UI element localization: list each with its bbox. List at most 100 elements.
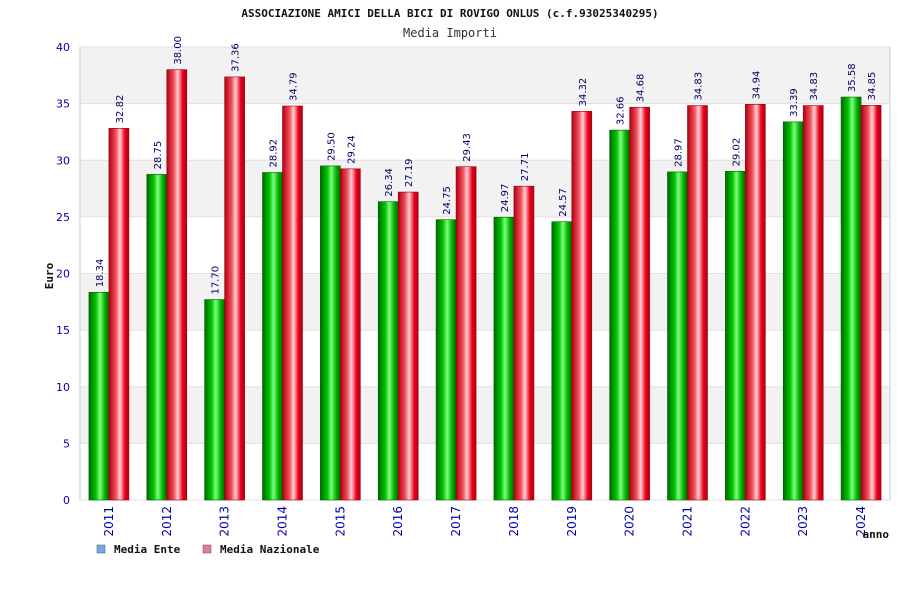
bar-media-ente-2014	[262, 172, 283, 501]
x-tick-label: 2018	[507, 506, 521, 537]
y-tick-label: 25	[56, 211, 70, 224]
bar-media-ente-2016	[377, 201, 399, 501]
data-label: 27.71	[520, 153, 531, 182]
bar-media-nazionale-2022	[745, 104, 766, 501]
data-label: 24.97	[500, 184, 511, 213]
plot-band	[80, 443, 890, 500]
y-tick-label: 10	[56, 381, 70, 394]
bar-media-nazionale-2016	[397, 191, 419, 501]
chart-subtitle: Media Importi	[403, 26, 497, 40]
y-tick-label: 20	[56, 268, 70, 281]
bar-media-ente-2022	[725, 171, 746, 501]
bar-media-ente-2023	[782, 121, 804, 501]
data-label: 24.57	[558, 188, 569, 217]
bar-media-ente-2021	[667, 171, 688, 501]
plot-band	[80, 47, 890, 104]
x-tick-label: 2014	[276, 506, 290, 537]
data-label: 28.75	[153, 141, 164, 170]
data-label: 17.70	[211, 266, 222, 295]
data-label: 32.82	[115, 95, 126, 124]
x-tick-label: 2022	[738, 506, 752, 537]
y-tick-label: 40	[56, 41, 70, 54]
data-label: 29.02	[731, 138, 742, 167]
bar-media-nazionale-2013	[224, 76, 245, 501]
plot-band	[80, 160, 890, 217]
plot-band	[80, 330, 890, 387]
x-axis-label: anno	[863, 528, 890, 541]
bar-media-ente-2024	[840, 96, 862, 501]
bar-media-ente-2020	[609, 129, 630, 501]
x-tick-label: 2011	[102, 506, 116, 537]
legend-label: Media Ente	[114, 543, 181, 556]
data-labels: 18.34 32.82 28.75 38.00 17.70 37.36 28.92 34.79…	[95, 36, 878, 295]
bar-media-ente-2012	[146, 174, 168, 501]
legend-label: Media Nazionale	[220, 543, 320, 556]
bars	[88, 69, 882, 501]
data-label: 38.00	[173, 36, 184, 65]
y-axis-label: Euro	[43, 262, 56, 289]
legend: Media Ente Media Nazionale	[96, 543, 320, 556]
plot-band	[80, 216, 890, 274]
y-tick-label: 15	[56, 324, 70, 337]
data-label: 32.66	[616, 96, 627, 125]
data-label: 34.94	[751, 71, 762, 100]
data-label: 34.83	[694, 72, 705, 101]
x-tick-label: 2019	[565, 506, 579, 537]
data-label: 35.58	[847, 63, 858, 92]
bar-media-nazionale-2012	[166, 69, 188, 501]
bar-media-ente-2018	[493, 216, 515, 501]
y-tick-label: 5	[63, 437, 70, 450]
y-tick-label: 30	[56, 154, 70, 167]
y-tick-label: 35	[56, 98, 70, 111]
x-tick-label: 2015	[333, 506, 347, 537]
bar-media-nazionale-2019	[571, 111, 593, 501]
plot-band	[80, 103, 890, 161]
data-label: 34.79	[289, 72, 300, 101]
bar-media-nazionale-2020	[629, 106, 650, 501]
x-tick-label: 2012	[160, 506, 174, 537]
data-label: 27.19	[404, 158, 415, 187]
bar-media-nazionale-2015	[340, 168, 361, 501]
y-tick-label: 0	[63, 494, 70, 507]
plot-band	[80, 273, 890, 331]
data-label: 34.68	[636, 74, 647, 103]
data-label: 29.43	[462, 133, 473, 162]
x-tick-label: 2017	[449, 506, 463, 537]
x-tick-label: 2016	[391, 506, 405, 537]
x-tick-label: 2023	[796, 506, 810, 537]
data-label: 33.39	[789, 88, 800, 117]
data-label: 37.36	[231, 43, 242, 72]
data-label: 28.97	[674, 138, 685, 167]
data-label: 34.83	[809, 72, 820, 101]
bar-media-nazionale-2018	[513, 185, 535, 501]
bar-media-nazionale-2023	[802, 105, 824, 501]
x-tick-label: 2020	[623, 506, 637, 537]
x-axis: 2011 2012 2013 2014 2015 2016 2017 2018 2019 2020…	[102, 506, 868, 537]
data-label: 29.50	[326, 132, 337, 161]
bar-media-ente-2015	[320, 165, 341, 501]
data-label: 24.75	[442, 186, 453, 215]
x-tick-label: 2024	[854, 506, 868, 537]
bar-media-nazionale-2011	[108, 128, 130, 501]
legend-swatch	[96, 544, 106, 554]
data-label: 29.24	[346, 135, 357, 164]
bar-media-nazionale-2017	[455, 166, 477, 501]
bar-media-nazionale-2024	[860, 105, 882, 501]
bar-media-ente-2011	[88, 291, 110, 501]
data-label: 18.34	[95, 259, 106, 288]
bar-media-ente-2017	[435, 219, 457, 501]
legend-swatch	[202, 544, 212, 554]
data-label: 28.92	[269, 139, 280, 168]
bar-media-ente-2013	[204, 299, 225, 501]
x-tick-label: 2013	[218, 506, 232, 537]
bar-media-nazionale-2021	[687, 105, 708, 501]
bar-media-ente-2019	[551, 221, 573, 501]
data-label: 34.32	[578, 78, 589, 107]
plot-band	[80, 386, 890, 444]
data-label: 26.34	[384, 168, 395, 197]
data-label: 34.85	[867, 72, 878, 101]
chart-title: ASSOCIAZIONE AMICI DELLA BICI DI ROVIGO …	[241, 7, 658, 20]
x-tick-label: 2021	[681, 506, 695, 537]
bar-media-nazionale-2014	[282, 105, 303, 501]
